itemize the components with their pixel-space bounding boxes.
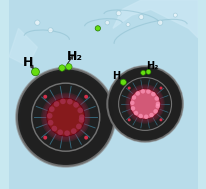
Circle shape (128, 88, 160, 120)
Text: H: H (111, 71, 119, 81)
Circle shape (59, 65, 65, 71)
Circle shape (43, 95, 47, 99)
Circle shape (47, 98, 84, 136)
Circle shape (84, 95, 88, 99)
Circle shape (19, 70, 112, 164)
Circle shape (133, 111, 138, 115)
Circle shape (35, 21, 39, 25)
Circle shape (107, 67, 181, 141)
Circle shape (173, 13, 176, 17)
Circle shape (42, 94, 88, 140)
Polygon shape (112, 0, 197, 38)
Circle shape (130, 106, 135, 111)
Circle shape (127, 87, 162, 121)
Circle shape (65, 64, 72, 70)
Circle shape (95, 26, 100, 31)
Text: H: H (22, 56, 33, 69)
Circle shape (16, 68, 114, 166)
Circle shape (129, 101, 134, 105)
Circle shape (43, 136, 47, 140)
Circle shape (48, 120, 53, 125)
Circle shape (107, 66, 182, 142)
Circle shape (67, 99, 72, 105)
Polygon shape (9, 28, 37, 66)
Circle shape (109, 68, 180, 140)
Circle shape (70, 128, 76, 134)
Circle shape (140, 89, 144, 94)
Circle shape (138, 15, 143, 19)
Circle shape (19, 71, 111, 163)
Circle shape (129, 89, 159, 119)
Circle shape (48, 28, 53, 33)
Circle shape (140, 70, 145, 75)
Circle shape (110, 69, 179, 139)
Circle shape (20, 72, 111, 163)
Circle shape (16, 68, 114, 166)
Circle shape (77, 108, 83, 113)
Text: H₂: H₂ (67, 50, 83, 63)
Circle shape (127, 118, 130, 121)
Circle shape (78, 114, 84, 120)
Circle shape (125, 84, 164, 124)
Circle shape (107, 66, 182, 142)
Circle shape (149, 113, 153, 117)
Circle shape (73, 102, 78, 108)
Circle shape (104, 20, 109, 25)
Circle shape (46, 97, 85, 137)
Circle shape (120, 79, 126, 85)
Circle shape (116, 11, 120, 15)
Circle shape (44, 96, 87, 139)
Text: H₂: H₂ (146, 61, 158, 71)
Circle shape (138, 114, 142, 118)
Circle shape (135, 91, 139, 96)
Circle shape (60, 98, 66, 104)
Circle shape (131, 95, 136, 100)
Circle shape (158, 21, 161, 25)
Circle shape (109, 68, 180, 139)
Circle shape (53, 101, 59, 107)
Circle shape (143, 115, 148, 119)
Circle shape (108, 67, 181, 140)
Circle shape (49, 106, 54, 112)
Circle shape (155, 104, 159, 108)
Circle shape (125, 22, 130, 27)
Circle shape (145, 89, 150, 94)
Circle shape (64, 130, 70, 136)
Circle shape (78, 117, 84, 123)
Circle shape (150, 92, 155, 96)
Circle shape (57, 129, 63, 135)
Circle shape (47, 113, 52, 119)
Circle shape (18, 70, 112, 165)
Circle shape (145, 69, 150, 74)
Circle shape (155, 102, 159, 106)
Circle shape (153, 109, 157, 114)
Circle shape (21, 72, 110, 162)
Circle shape (17, 69, 114, 166)
Circle shape (159, 87, 162, 90)
Circle shape (51, 126, 57, 131)
Circle shape (41, 93, 90, 142)
Circle shape (18, 69, 113, 165)
Circle shape (108, 67, 181, 141)
Circle shape (84, 136, 88, 140)
Circle shape (31, 68, 39, 76)
Circle shape (126, 85, 163, 122)
Circle shape (109, 69, 179, 139)
Circle shape (127, 87, 130, 90)
FancyBboxPatch shape (9, 0, 197, 189)
Circle shape (159, 118, 162, 121)
Circle shape (154, 96, 158, 101)
Circle shape (76, 124, 81, 129)
